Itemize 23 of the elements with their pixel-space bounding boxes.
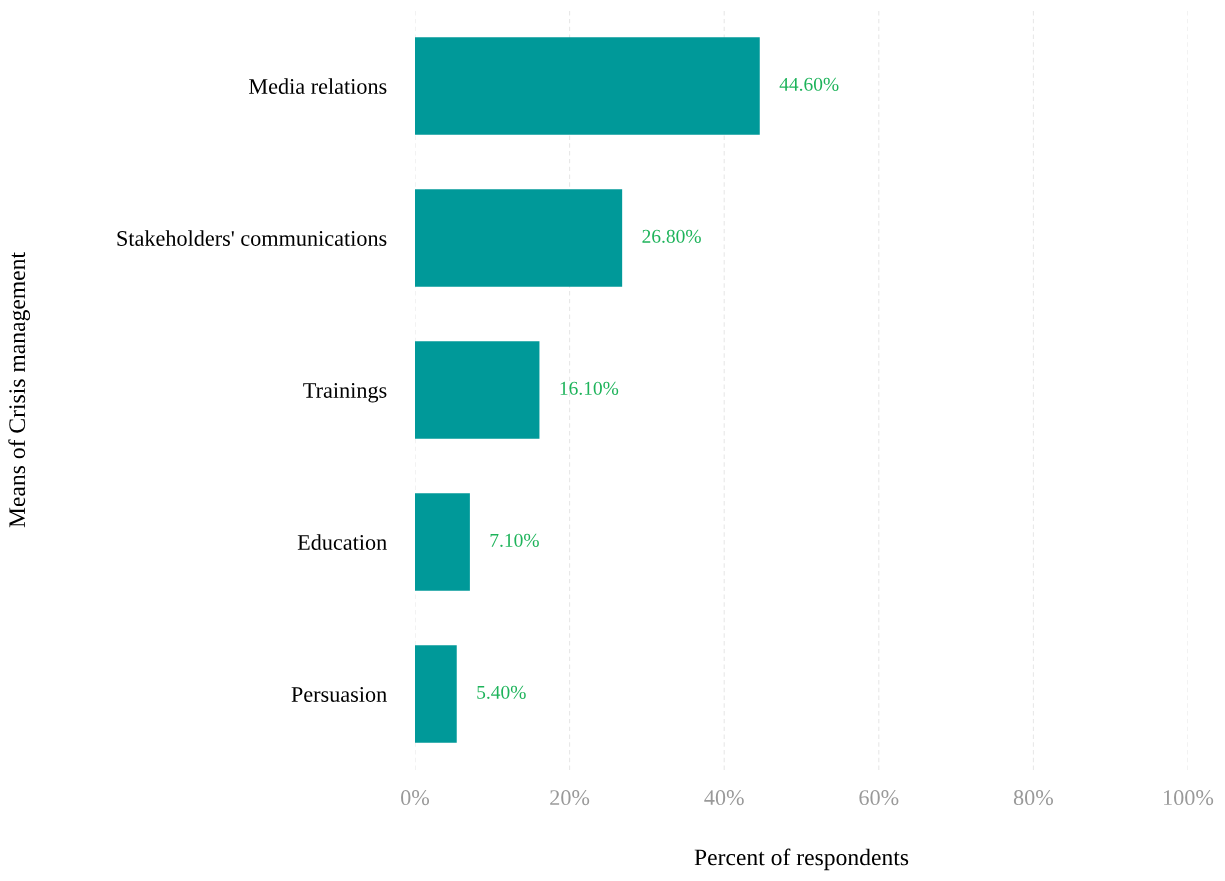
bar: [415, 645, 457, 743]
data-label: 44.60%: [779, 77, 839, 91]
x-tick-label: 20%: [550, 790, 590, 806]
y-tick-label: Education: [297, 534, 387, 550]
bar: [415, 493, 470, 591]
x-tick-label: 80%: [1013, 790, 1054, 806]
x-tick-label: 100%: [1164, 790, 1214, 806]
y-tick-label: Stakeholders' communications: [117, 230, 387, 246]
bar: [415, 341, 540, 439]
y-tick-label: Media relations: [249, 78, 387, 94]
x-tick-label: 0%: [401, 790, 430, 806]
x-axis-title: Percent of respondents: [694, 848, 909, 871]
bar: [415, 189, 623, 287]
data-label: 26.80%: [642, 229, 701, 243]
x-tick-label: 40%: [704, 790, 744, 806]
data-label: 5.40%: [477, 685, 526, 699]
data-label: 16.10%: [560, 381, 619, 395]
y-axis-title: Means of Crisis management: [8, 252, 30, 528]
bar: [415, 37, 760, 135]
y-tick-label: Persuasion: [291, 686, 387, 702]
x-tick-label: 60%: [859, 790, 899, 806]
data-label: 7.10%: [490, 533, 539, 547]
y-tick-label: Trainings: [303, 382, 387, 403]
